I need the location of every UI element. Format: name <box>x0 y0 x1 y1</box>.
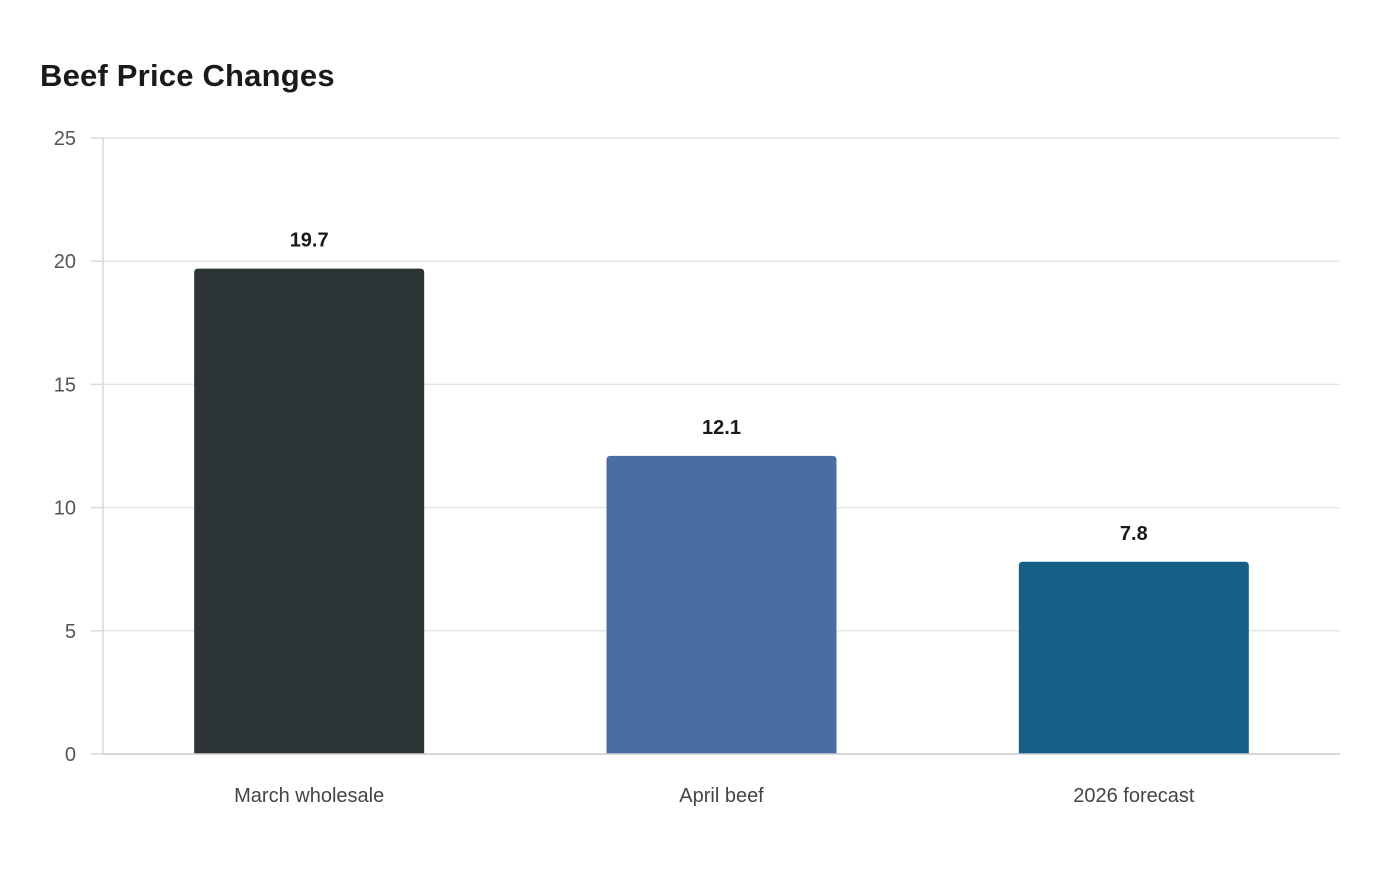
bar <box>1018 561 1249 754</box>
axes <box>91 137 1340 755</box>
y-tick-label: 15 <box>54 374 76 396</box>
y-tick-label: 10 <box>54 498 76 520</box>
y-tick-label: 0 <box>65 744 76 766</box>
y-tick-label: 20 <box>54 251 76 273</box>
y-tick-label: 5 <box>65 621 76 643</box>
chart-title: Beef Price Changes <box>40 58 335 93</box>
x-tick-label: 2026 forecast <box>1073 785 1195 807</box>
bar <box>194 268 425 754</box>
y-tick-label: 25 <box>54 128 76 150</box>
bars <box>194 268 1249 754</box>
bar <box>606 455 837 754</box>
x-tick-label: March wholesale <box>234 785 384 807</box>
data-label: 19.7 <box>290 230 329 252</box>
labels: 0 5 10 15 20 25 19.7 March wholesale 12.1 April b… <box>54 128 1195 807</box>
x-tick-label: April beef <box>679 785 764 807</box>
data-label: 12.1 <box>702 417 741 439</box>
data-label: 7.8 <box>1120 523 1148 545</box>
